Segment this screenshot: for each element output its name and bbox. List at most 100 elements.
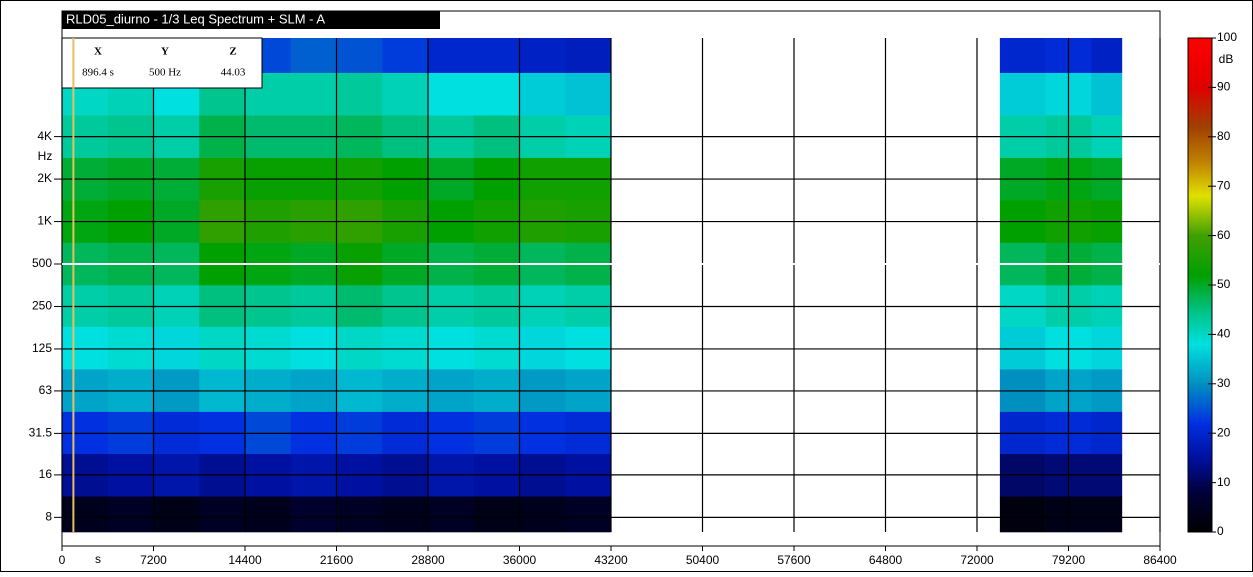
colorbar-tick-label: 40: [1217, 327, 1231, 341]
colorbar-tick-label: 50: [1217, 277, 1231, 291]
cell: [107, 496, 154, 533]
colorbar-tick-label: 70: [1217, 178, 1231, 192]
cell: [290, 72, 337, 116]
colorbar-tick-label: 30: [1217, 376, 1231, 390]
cell: [999, 326, 1046, 370]
x-tick-label: 36000: [503, 553, 537, 567]
cell: [245, 326, 292, 370]
cell: [153, 411, 200, 455]
cell: [519, 411, 566, 455]
cell: [382, 326, 429, 370]
x-tick-label: 21600: [320, 553, 354, 567]
cell: [428, 38, 475, 73]
cell: [473, 38, 520, 73]
x-tick-label: 50400: [686, 553, 720, 567]
cell: [428, 411, 475, 455]
cell: [107, 326, 154, 370]
cell: [999, 38, 1046, 73]
cell: [1091, 326, 1123, 370]
x-tick-label: 86400: [1143, 553, 1177, 567]
cell: [565, 411, 612, 455]
y-tick-label: 31.5: [29, 426, 53, 440]
cursor-value: 44.03: [221, 67, 246, 79]
cell: [999, 411, 1046, 455]
x-unit: s: [95, 552, 101, 566]
cell: [199, 326, 246, 370]
x-tick-label: 57600: [777, 553, 811, 567]
x-tick-label: 0: [59, 553, 66, 567]
x-tick-label: 7200: [140, 553, 167, 567]
cell: [290, 496, 337, 533]
cell: [336, 326, 383, 370]
x-tick-label: 79200: [1052, 553, 1086, 567]
cell: [473, 326, 520, 370]
y-tick-label: 4K: [37, 129, 52, 143]
cell: [290, 326, 337, 370]
cell: [336, 72, 383, 116]
colorbar-tick-label: 80: [1217, 129, 1231, 143]
title-bar: [62, 11, 440, 29]
cell: [290, 38, 337, 73]
cell: [107, 411, 154, 455]
cell: [999, 496, 1046, 533]
cell: [199, 411, 246, 455]
cell: [519, 38, 566, 73]
x-tick-label: 43200: [594, 553, 628, 567]
cell: [428, 496, 475, 533]
x-tick-label: 28800: [411, 553, 445, 567]
cell: [153, 496, 200, 533]
cell: [290, 411, 337, 455]
cell: [382, 72, 429, 116]
cell: [382, 496, 429, 533]
cell: [382, 38, 429, 73]
colorbar-tick-label: 10: [1217, 475, 1231, 489]
colorbar-unit: dB: [1219, 52, 1234, 66]
cell: [1091, 72, 1123, 116]
cell: [999, 72, 1046, 116]
cursor-header: Z: [229, 46, 236, 58]
cell: [336, 411, 383, 455]
cell: [1091, 411, 1123, 455]
colorbar-tick-label: 0: [1217, 524, 1224, 538]
cell: [473, 411, 520, 455]
cursor-value: 896.4 s: [82, 67, 114, 79]
y-tick-label: 500: [32, 256, 52, 270]
y-tick-label: 1K: [37, 214, 52, 228]
cell: [473, 496, 520, 533]
cell: [245, 496, 292, 533]
y-tick-label: 125: [32, 341, 52, 355]
y-tick-label: 250: [32, 299, 52, 313]
cell: [62, 411, 109, 455]
cursor-header: Y: [161, 46, 169, 58]
y-tick-label: 16: [39, 467, 53, 481]
cell: [153, 326, 200, 370]
cell: [428, 72, 475, 116]
cell: [336, 496, 383, 533]
cursor-value: 500 Hz: [149, 67, 181, 79]
cell: [428, 326, 475, 370]
cell: [336, 38, 383, 73]
colorbar-tick-label: 60: [1217, 228, 1231, 242]
x-tick-label: 14400: [228, 553, 262, 567]
colorbar-tick-label: 20: [1217, 425, 1231, 439]
cell: [519, 496, 566, 533]
cell: [473, 72, 520, 116]
x-tick-label: 72000: [960, 553, 994, 567]
cell: [199, 496, 246, 533]
cell: [565, 72, 612, 116]
y-unit: Hz: [38, 149, 53, 163]
y-tick-label: 2K: [37, 171, 52, 185]
cursor-header: X: [94, 46, 102, 58]
cursor-box: [61, 37, 263, 89]
cell: [565, 326, 612, 370]
colorbar-tick-label: 90: [1217, 80, 1231, 94]
y-tick-label: 8: [45, 510, 52, 524]
cell: [519, 72, 566, 116]
chart-title: RLD05_diurno - 1/3 Leq Spectrum + SLM - …: [66, 11, 325, 26]
x-tick-label: 64800: [869, 553, 903, 567]
cell: [1091, 496, 1123, 533]
cell: [382, 411, 429, 455]
cell: [519, 326, 566, 370]
